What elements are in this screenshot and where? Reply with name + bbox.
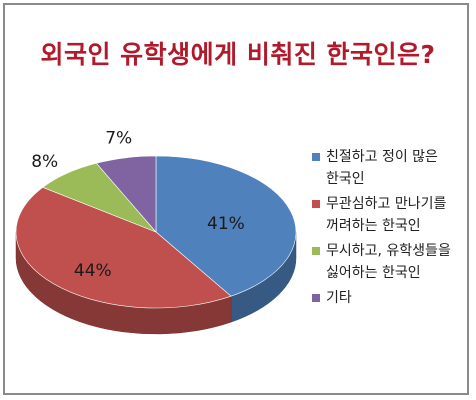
pie-slice-3 bbox=[95, 155, 157, 233]
data-label-2: 8% bbox=[31, 152, 58, 172]
pie-slices bbox=[15, 155, 297, 309]
legend-text: 기타 bbox=[326, 290, 352, 306]
legend-swatch-3 bbox=[312, 294, 320, 302]
legend-text: 싫어하는 한국인 bbox=[326, 265, 421, 281]
legend-text: 꺼려하는 한국인 bbox=[326, 218, 421, 234]
data-label-3: 7% bbox=[105, 129, 132, 149]
chart-title: 외국인 유학생에게 비춰진 한국인은? bbox=[40, 40, 436, 69]
legend-text: 친절하고 정이 많은 bbox=[326, 149, 438, 165]
legend-text: 무관심하고 만나기를 bbox=[326, 196, 447, 212]
pie-slice-1 bbox=[15, 186, 232, 309]
pie-slice-0 bbox=[155, 155, 297, 297]
legend-text: 무시하고, 유학생들을 bbox=[326, 243, 451, 259]
legend-item-3: 기타 bbox=[312, 287, 462, 309]
legend-swatch-1 bbox=[312, 200, 320, 208]
legend-swatch-0 bbox=[312, 153, 320, 161]
data-label-0: 41% bbox=[207, 214, 245, 234]
data-label-1: 44% bbox=[74, 261, 112, 281]
legend-text: 한국인 bbox=[326, 171, 365, 187]
legend-swatch-2 bbox=[312, 247, 320, 255]
